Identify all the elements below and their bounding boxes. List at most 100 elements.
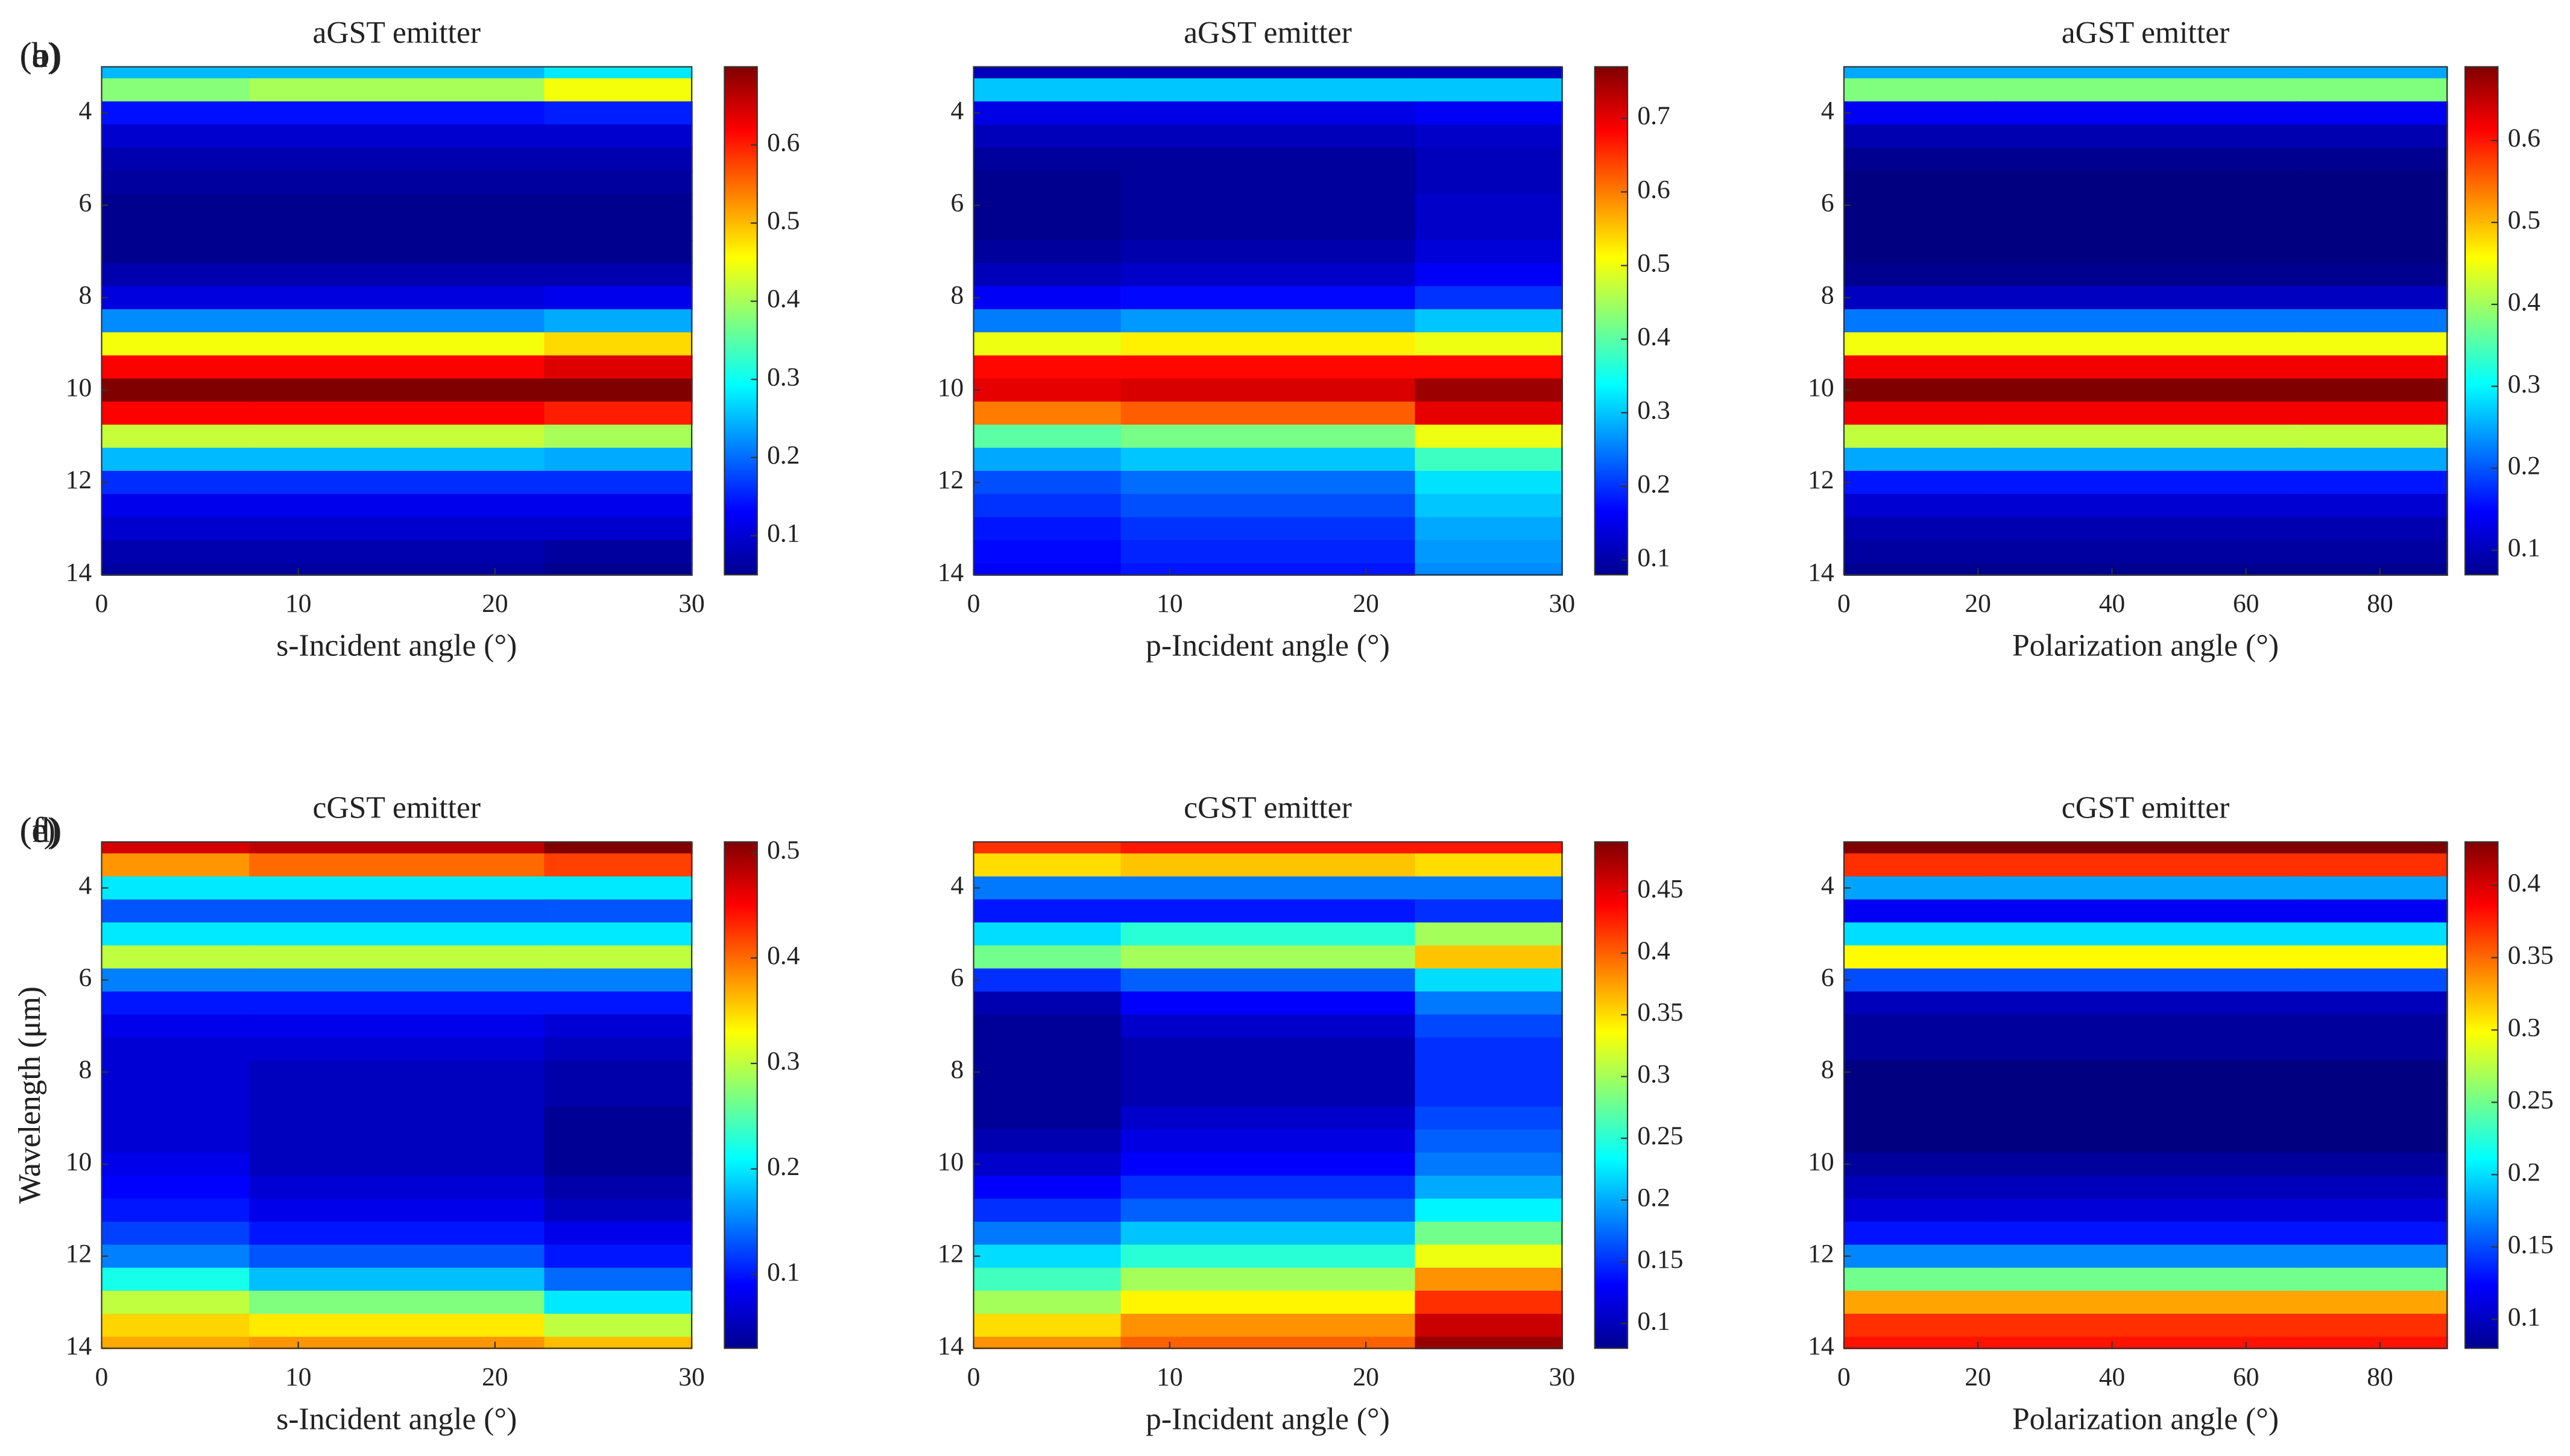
heatmap-cell [1415, 1060, 1563, 1085]
heatmap-cell [1120, 1290, 1416, 1315]
heatmap-cell [1415, 1106, 1563, 1131]
heatmap-cell [544, 471, 693, 495]
heatmap-cell [1843, 447, 1996, 472]
heatmap-cell [1843, 563, 1996, 576]
heatmap-cell [101, 968, 250, 993]
chart-title: aGST emitter [2062, 16, 2230, 50]
heatmap-cell [101, 1129, 250, 1154]
colorbar-tick-label: 0.35 [2508, 941, 2554, 969]
heatmap-cell [1843, 1060, 1996, 1085]
colorbar-tick-label: 0.6 [1637, 175, 1670, 204]
heatmap-cell [973, 842, 1122, 855]
heatmap-cell [101, 1175, 250, 1200]
heatmap-cell [101, 1244, 250, 1269]
colorbar-tick-label: 0.2 [1637, 470, 1670, 499]
heatmap-cell [973, 517, 1122, 541]
colorbar-tick-label: 0.1 [767, 1258, 800, 1287]
chart-title: cGST emitter [2062, 791, 2230, 825]
heatmap-cell [1843, 494, 1996, 518]
heatmap-cell [544, 378, 693, 403]
heatmap-cell [249, 853, 546, 878]
heatmap-cell [544, 194, 693, 218]
heatmap-cell [973, 922, 1122, 947]
heatmap-cell [1415, 66, 1563, 80]
heatmap-cell [973, 1267, 1122, 1292]
heatmap-cell [101, 1290, 250, 1315]
y-tick-label: 12 [66, 1240, 92, 1268]
x-tick-label: 0 [967, 589, 980, 618]
heatmap-cell [2296, 1267, 2448, 1292]
heatmap-cell [544, 78, 693, 102]
heatmap-cell [1415, 1314, 1563, 1338]
heatmap-cell [1120, 563, 1416, 576]
colorbar-tick-label: 0.1 [2508, 1302, 2540, 1331]
heatmap-cell [1994, 1199, 2297, 1223]
heatmap-cell [973, 876, 1122, 901]
heatmap-cell [973, 563, 1122, 576]
heatmap-cell [1415, 471, 1563, 495]
heatmap-cell [1994, 1152, 2297, 1177]
heatmap-cell [1843, 1244, 1996, 1269]
heatmap-cell [2296, 286, 2448, 310]
heatmap-cell [1994, 171, 2297, 195]
heatmap-cell [1843, 1106, 1996, 1131]
heatmap-cell [249, 471, 546, 495]
heatmap-cell [2296, 216, 2448, 241]
x-tick-label: 80 [2367, 1363, 2393, 1391]
heatmap-cell [1843, 332, 1996, 357]
heatmap-cell [101, 899, 250, 924]
colorbar [724, 841, 758, 1349]
heatmap-cell [1120, 1060, 1416, 1085]
heatmap-cell [1843, 194, 1996, 218]
colorbar-tick-label: 0.6 [2508, 124, 2540, 153]
heatmap-cell [1843, 355, 1996, 380]
x-axis-label: Polarization angle (°) [2012, 1402, 2279, 1436]
x-axis-label: s-Incident angle (°) [276, 1402, 517, 1436]
heatmap-cell [544, 1290, 693, 1315]
axes-frame [101, 66, 693, 576]
heatmap-cell [249, 424, 546, 449]
heatmap-cell [1994, 853, 2297, 878]
heatmap-cell [1120, 402, 1416, 426]
heatmap-cell [1120, 1337, 1416, 1349]
heatmap-cell [249, 402, 546, 426]
heatmap-cell [1843, 991, 1996, 1016]
heatmap-cell [544, 1037, 693, 1062]
colorbar-tick-label: 0.1 [2508, 534, 2540, 563]
heatmap-cell [1843, 1175, 1996, 1200]
heatmap-cell [1843, 1221, 1996, 1246]
heatmap-cell [249, 945, 546, 970]
heatmap-cell [544, 563, 693, 576]
y-axis-label: Wavelength (μm) [13, 986, 47, 1203]
colorbar-tick-label: 0.4 [767, 285, 800, 314]
heatmap-cell [1994, 263, 2297, 288]
heatmap-cell [1843, 147, 1996, 172]
heatmap-cell [249, 355, 546, 380]
heatmap-cell [1843, 1199, 1996, 1223]
heatmap-cell [249, 216, 546, 241]
heatmap-cell [973, 332, 1122, 357]
y-tick-label: 10 [1808, 373, 1834, 402]
heatmap-cell [1843, 853, 1996, 878]
heatmap-cell [2296, 991, 2448, 1016]
heatmap-cell [101, 1199, 250, 1223]
heatmap-cell [544, 239, 693, 264]
colorbar-tick-label: 0.2 [2508, 452, 2540, 481]
x-axis-label: p-Incident angle (°) [1146, 629, 1390, 663]
heatmap-cell [1120, 1106, 1416, 1131]
heatmap-cell [1120, 171, 1416, 195]
heatmap-cell [1415, 447, 1563, 472]
heatmap-cell [249, 1152, 546, 1177]
heatmap-cell [101, 216, 250, 241]
colorbar-tick-label: 0.2 [767, 441, 800, 470]
heatmap-cell [1843, 968, 1996, 993]
heatmap-cell [2296, 1221, 2448, 1246]
heatmap-cell [2296, 424, 2448, 449]
heatmap-cell [973, 540, 1122, 564]
heatmap-cell [973, 945, 1122, 970]
heatmap-cell [1843, 171, 1996, 195]
heatmap-cell [249, 1175, 546, 1200]
heatmap-cell [101, 1314, 250, 1338]
heatmap-cell [249, 194, 546, 218]
heatmap-cell [249, 239, 546, 264]
